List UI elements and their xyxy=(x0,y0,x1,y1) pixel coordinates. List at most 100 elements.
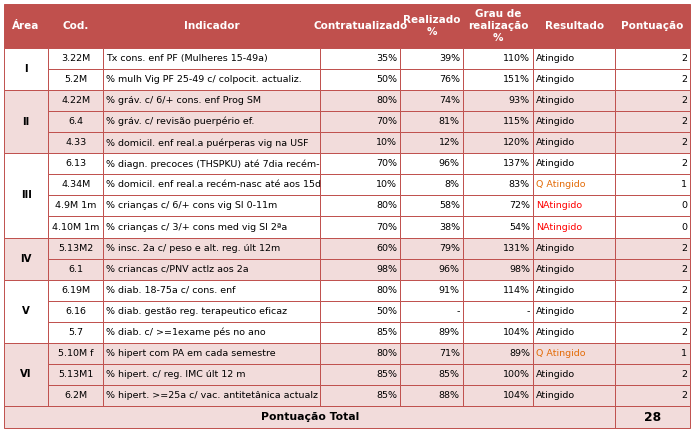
Bar xyxy=(103,259,321,279)
Bar xyxy=(533,343,616,364)
Text: Atingido: Atingido xyxy=(536,96,575,105)
Text: Grau de
realização
%: Grau de realização % xyxy=(468,10,528,43)
Text: 2: 2 xyxy=(681,391,687,400)
Bar xyxy=(400,216,463,238)
Text: 89%: 89% xyxy=(439,328,460,337)
Bar xyxy=(103,111,321,132)
Text: Pontuação Total: Pontuação Total xyxy=(260,412,359,422)
Text: 6.16: 6.16 xyxy=(65,307,86,316)
Bar xyxy=(48,364,103,385)
Text: 6.1: 6.1 xyxy=(68,265,83,274)
Text: 131%: 131% xyxy=(503,244,530,252)
Text: 10%: 10% xyxy=(376,138,398,147)
Text: Atingido: Atingido xyxy=(536,328,575,337)
Text: 0: 0 xyxy=(681,222,687,232)
Text: V: V xyxy=(22,306,30,316)
Bar xyxy=(616,132,690,153)
Text: 35%: 35% xyxy=(376,54,398,63)
Text: 80%: 80% xyxy=(376,96,398,105)
Text: 2: 2 xyxy=(681,328,687,337)
Text: -: - xyxy=(457,307,460,316)
Text: % domicil. enf real.a recém-nasc até aos 15d: % domicil. enf real.a recém-nasc até aos… xyxy=(106,181,321,189)
Text: 72%: 72% xyxy=(509,201,530,211)
Bar xyxy=(400,69,463,90)
Bar xyxy=(400,153,463,174)
Text: 85%: 85% xyxy=(376,370,398,379)
Text: 4.9M 1m: 4.9M 1m xyxy=(55,201,96,211)
Text: Atingido: Atingido xyxy=(536,138,575,147)
Bar xyxy=(4,343,48,406)
Bar xyxy=(533,195,616,216)
Text: 2: 2 xyxy=(681,138,687,147)
Text: 1: 1 xyxy=(681,181,687,189)
Bar xyxy=(48,216,103,238)
Bar xyxy=(103,301,321,322)
Text: 79%: 79% xyxy=(439,244,460,252)
Bar xyxy=(321,238,400,259)
Text: % insc. 2a c/ peso e alt. reg. últ 12m: % insc. 2a c/ peso e alt. reg. últ 12m xyxy=(106,244,280,252)
Bar xyxy=(103,364,321,385)
Bar xyxy=(48,238,103,259)
Bar xyxy=(321,132,400,153)
Text: 10%: 10% xyxy=(376,181,398,189)
Bar xyxy=(321,48,400,69)
Bar xyxy=(616,111,690,132)
Text: 58%: 58% xyxy=(439,201,460,211)
Text: 70%: 70% xyxy=(376,222,398,232)
Text: 80%: 80% xyxy=(376,286,398,295)
Text: % diagn. precoces (THSPKU) até 7dia recém-: % diagn. precoces (THSPKU) até 7dia recé… xyxy=(106,159,320,169)
Bar xyxy=(463,364,533,385)
Text: Realizado
%: Realizado % xyxy=(403,15,460,37)
Bar xyxy=(48,301,103,322)
Text: 38%: 38% xyxy=(439,222,460,232)
Text: 137%: 137% xyxy=(503,159,530,168)
Text: 85%: 85% xyxy=(439,370,460,379)
Text: 88%: 88% xyxy=(439,391,460,400)
Text: % crianças c/ 3/+ cons med vig SI 2ªa: % crianças c/ 3/+ cons med vig SI 2ªa xyxy=(106,222,287,232)
Bar xyxy=(4,153,48,238)
Bar xyxy=(103,48,321,69)
Bar xyxy=(103,385,321,406)
Text: 2: 2 xyxy=(681,159,687,168)
Bar xyxy=(48,259,103,279)
Text: % diab. gestão reg. terapeutico eficaz: % diab. gestão reg. terapeutico eficaz xyxy=(106,307,287,316)
Text: 8%: 8% xyxy=(445,181,460,189)
Bar xyxy=(463,90,533,111)
Text: % gráv. c/ revisão puerpério ef.: % gráv. c/ revisão puerpério ef. xyxy=(106,117,255,126)
Bar xyxy=(616,174,690,195)
Bar xyxy=(4,279,48,343)
Bar xyxy=(533,364,616,385)
Bar xyxy=(321,216,400,238)
Bar xyxy=(4,406,616,428)
Text: 50%: 50% xyxy=(376,75,398,84)
Bar xyxy=(103,69,321,90)
Text: 12%: 12% xyxy=(439,138,460,147)
Bar xyxy=(533,69,616,90)
Text: 83%: 83% xyxy=(509,181,530,189)
Bar xyxy=(533,153,616,174)
Text: 6.2M: 6.2M xyxy=(64,391,87,400)
Bar xyxy=(48,279,103,301)
Bar xyxy=(533,259,616,279)
Bar xyxy=(616,279,690,301)
Bar xyxy=(533,385,616,406)
Text: 2: 2 xyxy=(681,286,687,295)
Bar xyxy=(400,238,463,259)
Bar xyxy=(533,238,616,259)
Bar xyxy=(400,385,463,406)
Text: I: I xyxy=(24,64,28,74)
Text: Atingido: Atingido xyxy=(536,54,575,63)
Bar xyxy=(4,48,48,90)
Bar xyxy=(533,48,616,69)
Text: Atingido: Atingido xyxy=(536,117,575,126)
Bar xyxy=(463,132,533,153)
Text: 1: 1 xyxy=(681,349,687,358)
Bar xyxy=(400,322,463,343)
Text: 85%: 85% xyxy=(376,391,398,400)
Bar xyxy=(103,4,321,48)
Text: Atingido: Atingido xyxy=(536,75,575,84)
Bar xyxy=(321,322,400,343)
Text: 4.10M 1m: 4.10M 1m xyxy=(52,222,99,232)
Text: 100%: 100% xyxy=(503,370,530,379)
Text: III: III xyxy=(21,191,31,201)
